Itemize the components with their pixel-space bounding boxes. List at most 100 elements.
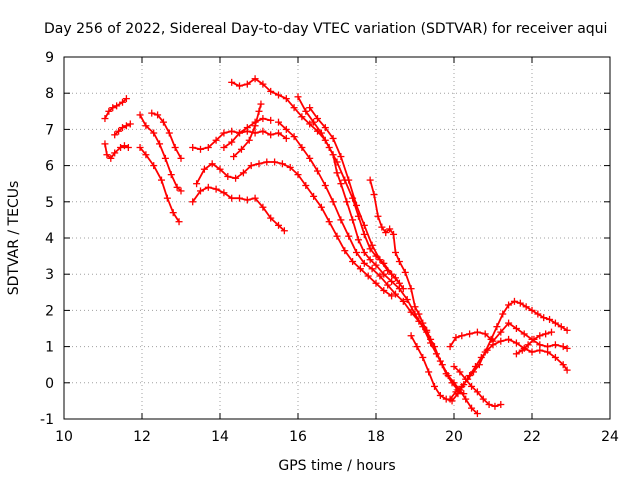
data-point xyxy=(197,187,204,195)
data-point xyxy=(407,285,415,293)
data-point xyxy=(546,315,554,323)
data-point xyxy=(175,218,183,226)
data-point xyxy=(177,154,185,162)
data-point xyxy=(321,182,329,190)
data-point xyxy=(329,134,337,142)
x-tick-label: 16 xyxy=(289,429,307,445)
data-point xyxy=(101,115,109,123)
data-point xyxy=(512,339,520,347)
data-point xyxy=(302,182,310,190)
data-point xyxy=(306,120,314,128)
data-point xyxy=(111,149,119,157)
data-point xyxy=(559,361,567,369)
data-point xyxy=(298,113,306,121)
data-point xyxy=(341,247,349,255)
data-point xyxy=(163,194,171,202)
data-point xyxy=(512,350,520,358)
data-point xyxy=(245,136,253,144)
data-point xyxy=(165,129,173,137)
data-point xyxy=(251,194,259,202)
data-point xyxy=(259,203,267,211)
data-point xyxy=(431,382,438,390)
x-tick-label: 22 xyxy=(523,429,541,445)
data-point xyxy=(298,144,306,151)
data-point xyxy=(473,328,481,336)
data-point xyxy=(458,332,466,340)
data-point xyxy=(115,127,123,135)
data-point xyxy=(255,160,263,168)
data-point xyxy=(551,353,559,361)
data-point xyxy=(481,348,489,356)
data-point xyxy=(259,127,267,135)
y-tick-label: 9 xyxy=(45,50,54,66)
data-point xyxy=(524,341,532,349)
data-point xyxy=(306,104,314,112)
data-point xyxy=(380,270,388,278)
data-point xyxy=(267,131,275,139)
data-point xyxy=(107,154,115,162)
data-point xyxy=(372,261,380,269)
x-tick-label: 12 xyxy=(133,429,151,445)
data-point xyxy=(337,180,345,188)
series-arc-m xyxy=(275,118,468,398)
data-point xyxy=(551,319,559,327)
data-point xyxy=(271,158,279,166)
x-tick-label: 10 xyxy=(55,429,73,445)
data-point xyxy=(415,310,423,318)
data-point xyxy=(497,337,505,345)
data-point xyxy=(204,144,212,151)
y-tick-label: 4 xyxy=(45,231,54,247)
data-point xyxy=(442,370,450,378)
data-point xyxy=(197,145,204,153)
y-axis-title: SDTVAR / TECUs xyxy=(6,181,22,296)
data-point xyxy=(551,341,559,349)
data-point xyxy=(109,104,117,112)
data-point xyxy=(333,158,341,166)
data-point xyxy=(275,129,282,137)
data-point xyxy=(275,91,282,99)
data-point xyxy=(364,272,372,280)
data-point xyxy=(148,109,156,117)
data-point xyxy=(321,124,329,132)
data-point xyxy=(290,133,298,141)
data-point xyxy=(544,343,552,351)
data-point xyxy=(267,116,275,124)
data-point xyxy=(343,198,351,206)
y-tick-label: 1 xyxy=(45,340,54,356)
data-point xyxy=(530,335,538,343)
series-trace xyxy=(139,114,182,192)
data-point xyxy=(105,107,113,115)
y-tick-label: -1 xyxy=(40,412,54,428)
data-point xyxy=(122,122,130,130)
data-point xyxy=(380,286,388,294)
data-point xyxy=(392,248,399,256)
data-point xyxy=(436,357,444,365)
data-point xyxy=(431,343,438,351)
data-point xyxy=(103,151,111,159)
data-point xyxy=(446,395,454,403)
data-point xyxy=(251,75,259,83)
data-point xyxy=(491,402,499,410)
series-arc-u xyxy=(512,328,555,358)
data-point xyxy=(216,165,224,173)
data-point xyxy=(189,144,197,151)
series-arc-r xyxy=(446,319,571,352)
data-point xyxy=(497,328,505,336)
y-tick-label: 3 xyxy=(45,267,54,283)
data-point xyxy=(259,115,267,123)
x-tick-label: 14 xyxy=(211,429,229,445)
data-point xyxy=(468,404,476,412)
data-point xyxy=(353,201,360,209)
data-point xyxy=(353,248,360,256)
data-point xyxy=(275,221,282,229)
data-point xyxy=(487,335,495,343)
data-point xyxy=(378,223,386,231)
data-point xyxy=(354,236,362,244)
data-point xyxy=(528,348,536,356)
data-point xyxy=(161,154,169,162)
data-point xyxy=(278,160,286,168)
data-point xyxy=(122,95,130,103)
data-point xyxy=(475,361,483,369)
data-point xyxy=(368,241,376,249)
